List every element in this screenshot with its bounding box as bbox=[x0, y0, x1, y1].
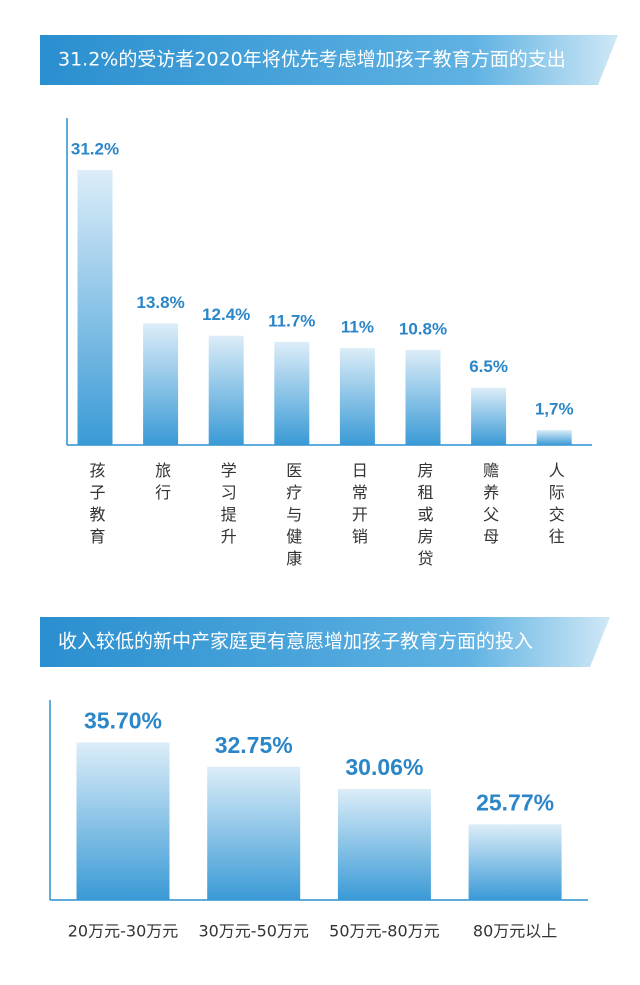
bar bbox=[405, 349, 441, 445]
value-label: 35.70% bbox=[84, 708, 162, 734]
bar bbox=[536, 430, 572, 445]
value-label: 11% bbox=[341, 318, 374, 337]
bar bbox=[468, 824, 562, 900]
bar bbox=[208, 335, 244, 445]
category-label: 医疗与健康 bbox=[283, 462, 302, 572]
bar bbox=[143, 323, 179, 445]
category-label: 人际交往 bbox=[546, 462, 565, 550]
value-label: 13.8% bbox=[136, 293, 184, 312]
title-banner bbox=[40, 35, 618, 85]
bar bbox=[77, 170, 113, 446]
category-label: 孩子教育 bbox=[87, 462, 106, 550]
value-label: 10.8% bbox=[399, 319, 447, 338]
value-label: 31.2% bbox=[71, 140, 119, 159]
bar bbox=[207, 766, 301, 900]
category-label: 赡养父母 bbox=[480, 462, 499, 550]
category-label: 旅行 bbox=[152, 462, 171, 506]
category-label: 80万元以上 bbox=[473, 922, 557, 941]
value-label: 30.06% bbox=[345, 754, 423, 780]
value-label: 32.75% bbox=[215, 732, 293, 758]
title-banner bbox=[40, 617, 610, 667]
value-label: 11.7% bbox=[268, 311, 315, 330]
value-label: 25.77% bbox=[476, 789, 554, 815]
category-label: 日常开销 bbox=[349, 462, 368, 550]
category-label: 房租或房贷 bbox=[415, 462, 434, 572]
bar bbox=[339, 348, 375, 445]
value-label: 6.5% bbox=[469, 357, 508, 376]
category-label: 学习提升 bbox=[218, 462, 237, 550]
value-label: 12.4% bbox=[202, 305, 250, 324]
chart-title: 收入较低的新中产家庭更有意愿增加孩子教育方面的投入 bbox=[58, 631, 533, 653]
category-label: 50万元-80万元 bbox=[329, 922, 440, 941]
category-label: 30万元-50万元 bbox=[198, 922, 309, 941]
category-label: 20万元-30万元 bbox=[68, 922, 179, 941]
bar bbox=[471, 387, 507, 445]
value-label: 1,7% bbox=[535, 400, 574, 419]
bar bbox=[337, 788, 431, 900]
chart-title: 31.2%的受访者2020年将优先考虑增加孩子教育方面的支出 bbox=[58, 49, 566, 71]
bar bbox=[274, 341, 310, 445]
bar bbox=[76, 742, 170, 900]
